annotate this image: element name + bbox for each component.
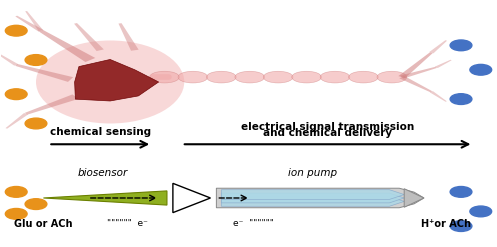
Ellipse shape (150, 71, 179, 83)
Polygon shape (398, 52, 433, 78)
Ellipse shape (320, 71, 350, 83)
Polygon shape (400, 67, 437, 79)
Circle shape (5, 89, 27, 100)
Polygon shape (74, 23, 104, 51)
Ellipse shape (206, 71, 236, 83)
Polygon shape (39, 30, 95, 62)
Polygon shape (0, 52, 18, 66)
Polygon shape (404, 189, 424, 207)
Text: and chemical delivery: and chemical delivery (263, 128, 392, 138)
Ellipse shape (348, 71, 378, 83)
Circle shape (450, 186, 472, 197)
Polygon shape (25, 94, 79, 115)
Polygon shape (15, 16, 43, 32)
Circle shape (450, 40, 472, 51)
Ellipse shape (377, 71, 407, 83)
Text: """"""  e⁻: """""" e⁻ (107, 219, 148, 228)
Polygon shape (15, 64, 73, 82)
Polygon shape (173, 183, 210, 213)
Ellipse shape (292, 71, 322, 83)
Ellipse shape (235, 71, 264, 83)
Ellipse shape (263, 71, 293, 83)
Circle shape (470, 64, 492, 75)
Circle shape (470, 206, 492, 217)
Polygon shape (75, 60, 159, 101)
Polygon shape (5, 113, 28, 129)
Polygon shape (216, 188, 424, 208)
Circle shape (25, 55, 47, 65)
Polygon shape (430, 91, 447, 102)
Text: ion pump: ion pump (288, 168, 337, 178)
Text: H⁺or ACh: H⁺or ACh (421, 219, 471, 229)
Circle shape (5, 25, 27, 36)
Circle shape (25, 118, 47, 129)
Text: Glu or ACh: Glu or ACh (14, 219, 73, 229)
Polygon shape (221, 197, 404, 206)
Polygon shape (435, 60, 452, 68)
Text: e⁻  """""": e⁻ """""" (233, 219, 274, 228)
Circle shape (5, 208, 27, 219)
Ellipse shape (36, 41, 184, 124)
Polygon shape (399, 76, 432, 92)
Text: electrical signal transmission: electrical signal transmission (241, 122, 414, 132)
Circle shape (25, 199, 47, 209)
Polygon shape (221, 193, 404, 203)
Polygon shape (118, 23, 139, 51)
Circle shape (5, 186, 27, 197)
Polygon shape (43, 191, 167, 205)
Circle shape (450, 94, 472, 104)
Polygon shape (25, 11, 43, 31)
Text: biosensor: biosensor (78, 168, 128, 178)
Polygon shape (429, 40, 447, 53)
Ellipse shape (178, 71, 208, 83)
Text: chemical sensing: chemical sensing (50, 127, 151, 137)
Circle shape (450, 221, 472, 231)
Polygon shape (221, 190, 404, 200)
